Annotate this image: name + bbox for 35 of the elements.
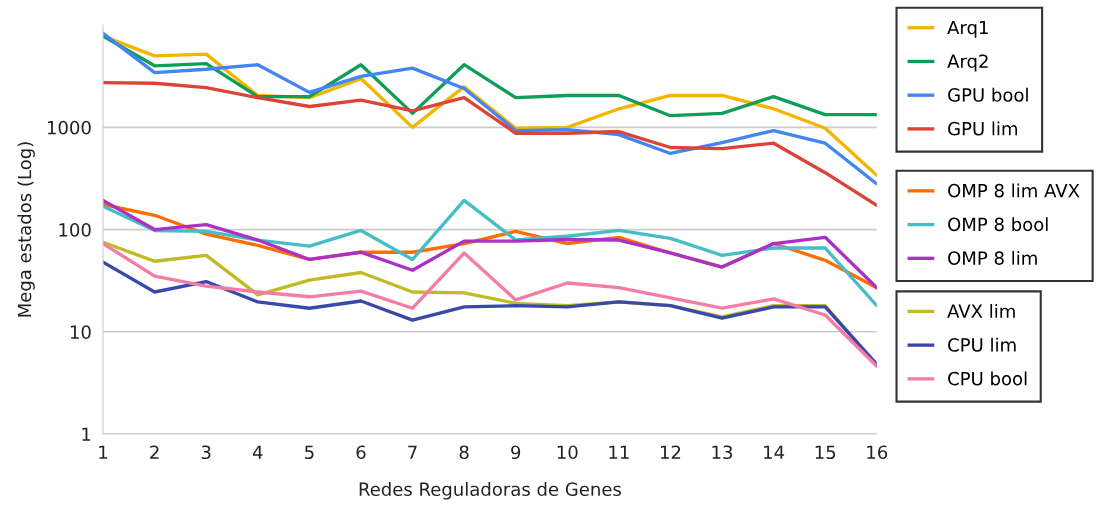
x-tick-label: 16 xyxy=(867,445,888,460)
legend-label: OMP 8 bool xyxy=(948,217,1048,232)
x-tick-label: 15 xyxy=(815,445,836,460)
legend-label: GPU lim xyxy=(948,121,1018,136)
x-tick-label: 7 xyxy=(408,445,417,459)
x-tick-label: 2 xyxy=(150,445,159,459)
legend-label: GPU bool xyxy=(948,87,1028,102)
y-tick-label: 1 xyxy=(82,427,91,441)
x-axis-title: Redes Reguladoras de Genes xyxy=(359,482,621,500)
line-series xyxy=(103,80,877,207)
x-tick-label: 1 xyxy=(99,445,108,459)
legend-label: OMP 8 lim AVX xyxy=(948,183,1080,198)
y-tick-label: 1000 xyxy=(47,120,91,135)
legend-label: AVX lim xyxy=(947,304,1015,318)
x-tick-label: 10 xyxy=(557,445,578,460)
x-tick-label: 3 xyxy=(201,445,211,460)
x-tick-label: 8 xyxy=(459,445,469,460)
y-tick-label: 10 xyxy=(70,325,91,339)
x-tick-label: 12 xyxy=(660,445,681,459)
line-series xyxy=(103,34,877,118)
legend-label: CPU bool xyxy=(948,371,1027,386)
x-tick-label: 13 xyxy=(712,445,733,460)
line-series xyxy=(103,198,877,308)
x-tick-label: 5 xyxy=(305,445,314,460)
legend-label: OMP 8 lim xyxy=(948,250,1037,265)
x-tick-label: 9 xyxy=(511,445,521,460)
x-tick-label: 11 xyxy=(609,445,629,459)
x-tick-label: 6 xyxy=(356,445,366,460)
y-tick-label: 100 xyxy=(59,223,91,237)
legend-label: Arq1 xyxy=(947,20,988,38)
legend-label: Arq2 xyxy=(947,54,988,72)
y-axis-title: Mega estados (Log) xyxy=(17,142,35,317)
x-tick-label: 14 xyxy=(764,445,785,459)
x-tick-label: 4 xyxy=(252,445,263,459)
legend-label: CPU lim xyxy=(948,337,1016,352)
